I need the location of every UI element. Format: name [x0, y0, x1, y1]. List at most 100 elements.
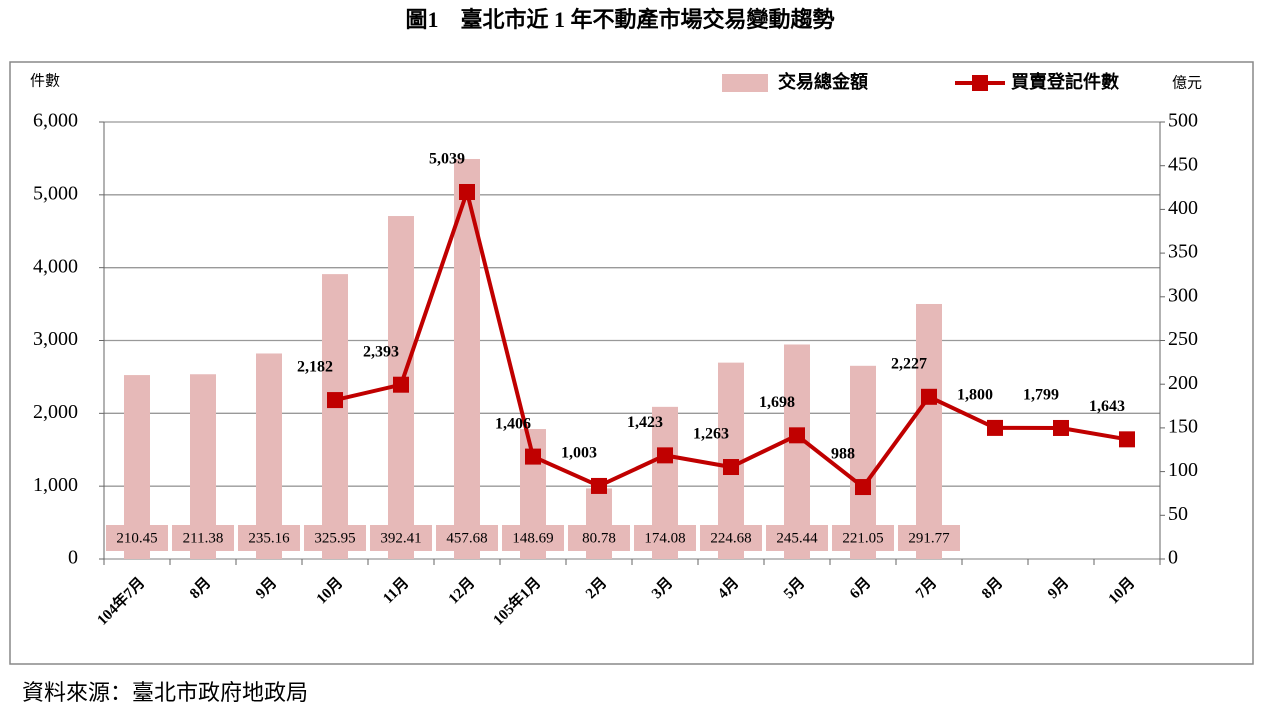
bar-value-label: 457.68 — [446, 530, 487, 546]
value-label-box — [106, 525, 168, 551]
bar-value-label: 211.38 — [183, 530, 224, 546]
line-value-label: 1,423 — [627, 414, 663, 431]
x-tick-label: 10月 — [1105, 574, 1138, 607]
bar — [322, 274, 348, 559]
x-tick-label: 11月 — [380, 574, 413, 607]
line-marker — [1053, 419, 1069, 436]
x-tick-label: 9月 — [252, 574, 280, 602]
line-marker — [327, 392, 343, 409]
value-label-box — [634, 525, 696, 551]
y-tick-label: 0 — [68, 547, 78, 569]
line-value-label: 2,393 — [363, 343, 399, 360]
bar-value-label: 325.95 — [314, 530, 355, 546]
line-marker — [657, 447, 673, 464]
bar-value-label: 174.08 — [644, 530, 685, 546]
line-value-label: 1,799 — [1023, 387, 1059, 404]
x-tick-label: 8月 — [978, 574, 1006, 602]
y2-axis-label: 億元 — [1172, 74, 1202, 91]
bar — [784, 344, 810, 559]
x-tick-label: 2月 — [582, 574, 610, 602]
y-tick-label: 2,000 — [33, 401, 78, 423]
x-tick-label: 4月 — [714, 574, 742, 602]
y2-tick-label: 300 — [1168, 284, 1198, 306]
bar-value-label: 210.45 — [116, 530, 157, 546]
value-label-box — [370, 525, 432, 551]
value-label-box — [502, 525, 564, 551]
legend-label: 買賣登記件數 — [1011, 71, 1119, 92]
y-tick-label: 6,000 — [33, 110, 78, 132]
y-tick-label: 4,000 — [33, 255, 78, 277]
line-value-label: 1,698 — [759, 394, 795, 411]
bar — [256, 353, 282, 559]
bar-value-label: 392.41 — [380, 530, 421, 546]
line-value-label: 1,263 — [693, 426, 729, 443]
x-tick-label: 6月 — [846, 574, 874, 602]
line-marker — [459, 183, 475, 200]
y2-tick-label: 250 — [1168, 328, 1198, 350]
line-marker — [855, 479, 871, 496]
legend-swatch — [722, 74, 768, 92]
x-tick-label: 12月 — [445, 574, 478, 607]
line-marker — [789, 427, 805, 444]
bar-value-label: 148.69 — [512, 530, 553, 546]
line-value-label: 5,039 — [429, 151, 465, 168]
value-label-box — [766, 525, 828, 551]
bar-value-label: 291.77 — [908, 530, 950, 546]
x-tick-label: 105年1月 — [489, 574, 544, 629]
bar — [916, 303, 942, 559]
line-value-label: 1,003 — [561, 445, 597, 462]
y-tick-label: 1,000 — [33, 474, 78, 496]
y2-tick-label: 0 — [1168, 547, 1178, 569]
y2-tick-label: 350 — [1168, 241, 1198, 263]
line-marker — [591, 477, 607, 494]
value-label-box — [832, 525, 894, 551]
y-tick-label: 3,000 — [33, 328, 78, 350]
value-label-box — [568, 525, 630, 551]
line-value-label: 2,227 — [891, 355, 927, 372]
bar-value-label: 221.05 — [842, 530, 883, 546]
y-axis-label: 件數 — [30, 72, 60, 89]
chart-title: 圖1 臺北市近 1 年不動產市場交易變動趨勢 — [405, 7, 834, 32]
x-tick-label: 8月 — [186, 574, 214, 602]
line-value-label: 1,406 — [495, 415, 531, 432]
chart-frame — [9, 61, 1254, 665]
value-label-box — [436, 525, 498, 551]
value-label-box — [304, 525, 366, 551]
bar-value-label: 224.68 — [710, 530, 751, 546]
x-tick-label: 5月 — [780, 574, 808, 602]
line-marker — [723, 459, 739, 476]
x-tick-label: 104年7月 — [93, 574, 148, 629]
line-marker — [921, 388, 937, 405]
y-tick-label: 5,000 — [33, 182, 78, 204]
y2-tick-label: 400 — [1168, 197, 1198, 219]
x-tick-label: 9月 — [1044, 574, 1072, 602]
y2-tick-label: 150 — [1168, 415, 1198, 437]
line-marker — [393, 376, 409, 393]
line-value-label: 2,182 — [297, 359, 333, 376]
bar-value-label: 235.16 — [248, 530, 290, 546]
line-marker — [987, 419, 1003, 436]
y2-tick-label: 100 — [1168, 459, 1198, 481]
y2-tick-label: 500 — [1168, 110, 1198, 132]
line-marker — [1119, 431, 1135, 448]
line-marker — [525, 448, 541, 465]
bar-value-label: 80.78 — [582, 530, 616, 546]
y2-tick-label: 50 — [1168, 503, 1188, 525]
line-value-label: 1,800 — [957, 387, 993, 404]
bar-value-label: 245.44 — [776, 530, 818, 546]
x-tick-label: 3月 — [648, 574, 676, 602]
y2-tick-label: 200 — [1168, 372, 1198, 394]
x-tick-label: 10月 — [313, 574, 346, 607]
value-label-box — [172, 525, 234, 551]
legend-label: 交易總金額 — [778, 71, 868, 92]
legend-swatch-marker — [972, 75, 988, 91]
x-tick-label: 7月 — [912, 574, 940, 602]
value-label-box — [238, 525, 300, 551]
value-label-box — [898, 525, 960, 551]
line-value-label: 1,643 — [1089, 398, 1125, 415]
y2-tick-label: 450 — [1168, 153, 1198, 175]
value-label-box — [700, 525, 762, 551]
line-value-label: 988 — [831, 446, 855, 463]
source-note: 資料來源：臺北市政府地政局 — [22, 680, 308, 705]
